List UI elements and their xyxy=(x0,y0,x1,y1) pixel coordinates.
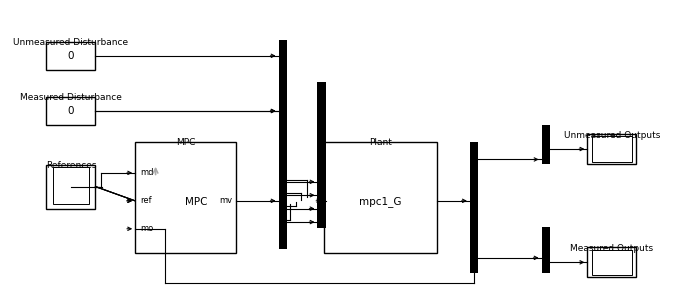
Text: mpc1_G: mpc1_G xyxy=(359,197,402,207)
Bar xyxy=(46,165,96,209)
Text: ref: ref xyxy=(140,196,152,205)
Text: mo: mo xyxy=(140,224,154,233)
Text: Measured Disturbance: Measured Disturbance xyxy=(20,93,122,102)
Bar xyxy=(592,250,632,275)
Text: Unmeasured Disturbance: Unmeasured Disturbance xyxy=(13,38,128,47)
Bar xyxy=(470,141,478,273)
Text: Unmeasured Outputs: Unmeasured Outputs xyxy=(564,131,660,140)
Bar xyxy=(135,141,236,253)
Text: MPC: MPC xyxy=(184,197,207,207)
Bar xyxy=(587,247,637,277)
Bar xyxy=(53,167,89,204)
Text: 0: 0 xyxy=(68,51,74,61)
Bar xyxy=(542,125,550,164)
Bar xyxy=(592,136,632,162)
Bar xyxy=(46,97,96,125)
Bar xyxy=(587,134,637,164)
Text: Plant: Plant xyxy=(369,138,392,147)
Bar xyxy=(542,227,550,273)
Text: mv: mv xyxy=(220,196,233,205)
Text: 0: 0 xyxy=(68,106,74,116)
Text: Measured Outputs: Measured Outputs xyxy=(570,244,653,253)
Bar xyxy=(46,42,96,70)
Bar xyxy=(279,40,287,249)
Text: References: References xyxy=(45,161,96,170)
Text: MPC: MPC xyxy=(176,138,195,147)
Bar xyxy=(325,141,437,253)
Bar xyxy=(318,82,326,228)
Text: md: md xyxy=(140,168,154,177)
